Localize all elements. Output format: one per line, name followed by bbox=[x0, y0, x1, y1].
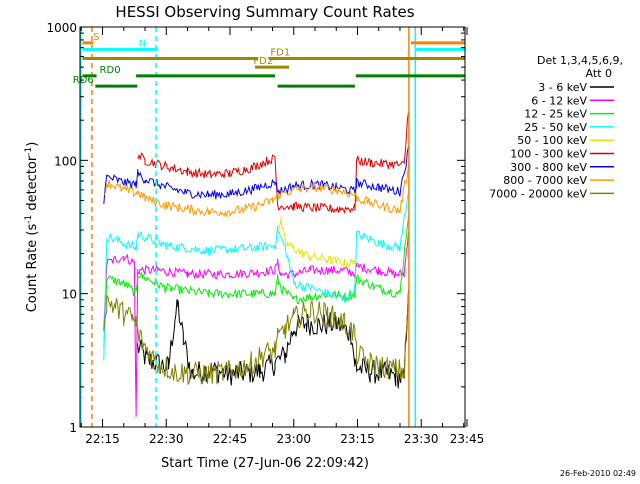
axes: 22:15 22:30 22:45 23:00 23:15 23:30 23:45 1 10 10… bbox=[46, 21, 484, 446]
x-tick-label-2345: 23:45 bbox=[450, 432, 485, 446]
series-50-100-kev-group bbox=[277, 216, 356, 268]
plot-area bbox=[80, 27, 465, 427]
series-800-7000-kev-group bbox=[103, 163, 409, 218]
series-25-50-kev-group bbox=[103, 192, 409, 361]
series-7000-20000-kev-line bbox=[103, 292, 409, 385]
legend-title-line1: Det 1,3,4,5,6,9, bbox=[537, 54, 623, 67]
x-tick-label-2315: 23:15 bbox=[340, 432, 375, 446]
flag-label-rd6: RD6 bbox=[73, 75, 94, 86]
series-50-100-kev-line bbox=[277, 216, 356, 268]
footer-timestamp: 26-Feb-2010 02:49 bbox=[560, 469, 636, 478]
series-12-25-kev-line bbox=[103, 216, 409, 349]
y-tick-label-1: 1 bbox=[69, 421, 77, 435]
series-300-800-kev-line bbox=[103, 146, 409, 204]
series-25-50-kev-line bbox=[103, 192, 409, 361]
y-axis-label: Count Rate (s-1 detector-1) bbox=[24, 142, 40, 313]
series-800-7000-kev-line bbox=[103, 163, 409, 218]
series-100-300-kev-group bbox=[137, 111, 409, 215]
legend-entry-100-300-kev-label: 100 - 300 keV bbox=[510, 148, 587, 161]
x-axis-label: Start Time (27-Jun-06 22:09:42) bbox=[161, 456, 369, 471]
y-tick-label-100: 100 bbox=[54, 154, 77, 168]
legend-entry-3-6-kev-label: 3 - 6 keV bbox=[538, 81, 587, 94]
legend-entry-6-12-kev-label: 6 - 12 keV bbox=[531, 94, 587, 107]
legend-entry-12-25-kev-label: 12 - 25 keV bbox=[524, 108, 587, 121]
y-tick-label-1000: 1000 bbox=[46, 21, 77, 35]
legend-entry-50-100-kev-label: 50 - 100 keV bbox=[517, 134, 587, 147]
flag-label-n: N bbox=[139, 38, 146, 49]
y-axis-label-main: Count Rate (s bbox=[25, 224, 40, 313]
series-7000-20000-kev-group bbox=[103, 292, 409, 385]
series-100-300-kev-line bbox=[137, 111, 409, 215]
legend-entry-300-800-kev-label: 300 - 800 keV bbox=[510, 161, 587, 174]
legend-title-line2: Att 0 bbox=[586, 67, 612, 80]
series-12-25-kev-group bbox=[103, 216, 409, 349]
series-6-12-kev-line bbox=[103, 231, 409, 418]
x-tick-label-2300: 23:00 bbox=[276, 432, 311, 446]
legend-entry-800-7000-kev-label: 800 - 7000 keV bbox=[503, 174, 587, 187]
flag-label-fd1: FD1 bbox=[270, 48, 290, 59]
x-tick-label-2330: 23:30 bbox=[404, 432, 439, 446]
x-tick-label-2215: 22:15 bbox=[85, 432, 120, 446]
legend-entry-7000-20000-kev-label: 7000 - 20000 keV bbox=[489, 187, 587, 200]
chart-title: HESSI Observing Summary Count Rates bbox=[115, 3, 414, 21]
x-tick-label-2245: 22:45 bbox=[213, 432, 248, 446]
series-300-800-kev-group bbox=[103, 146, 409, 204]
y-axis-label-close: ) bbox=[25, 142, 40, 147]
y-axis-label-tail: detector bbox=[25, 155, 40, 215]
flag-label-s: S bbox=[93, 32, 99, 43]
x-tick-label-2230: 22:30 bbox=[149, 432, 184, 446]
y-axis-label-sup2: -1 bbox=[24, 147, 34, 156]
flag-label-rd0: RD0 bbox=[100, 65, 121, 76]
flag-label-fd2: FD2 bbox=[253, 56, 273, 67]
legend-entry-25-50-kev-label: 25 - 50 keV bbox=[524, 121, 587, 134]
y-axis-label-sup: -1 bbox=[24, 215, 34, 224]
y-tick-label-10: 10 bbox=[62, 288, 77, 302]
series-6-12-kev-group bbox=[103, 231, 409, 418]
